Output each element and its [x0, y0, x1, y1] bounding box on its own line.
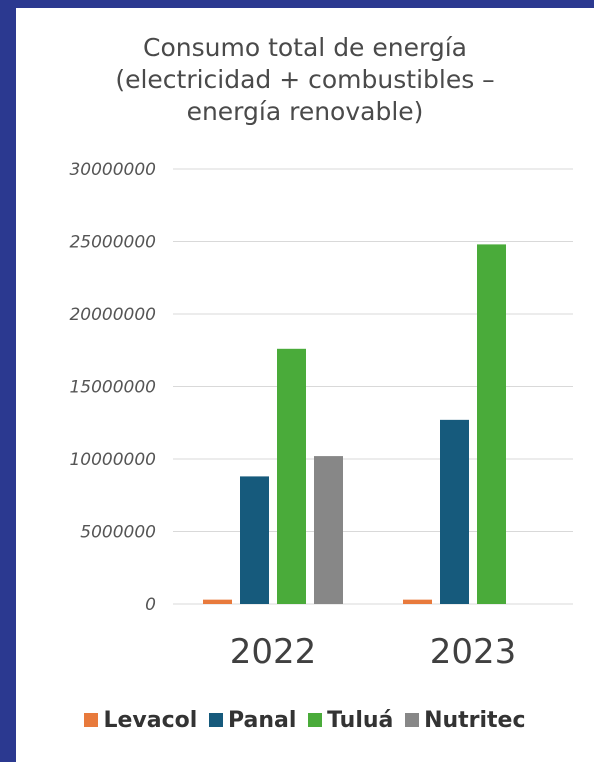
legend-label-levacol: Levacol — [103, 708, 198, 733]
legend-item-panal: Panal — [208, 708, 297, 733]
legend-swatch-panal — [208, 713, 223, 727]
y-tick-label: 5000000 — [80, 523, 156, 543]
legend-swatch-tulua — [308, 713, 323, 727]
legend-label-nutritec: Nutritec — [424, 708, 526, 733]
chart-title-line-3: energía renovable) — [186, 97, 424, 126]
bar-levacol-2023 — [403, 599, 432, 604]
y-axis-tick-labels: 0 5000000 10000000 15000000 20000000 25000000… — [69, 160, 156, 615]
legend-item-tulua: Tuluá — [308, 708, 393, 733]
y-tick-label: 15000000 — [69, 378, 156, 398]
bars — [203, 244, 506, 604]
y-tick-label: 10000000 — [69, 450, 156, 470]
x-tick-label: 2023 — [430, 632, 517, 672]
legend-item-nutritec: Nutritec — [405, 708, 526, 733]
bar-tulua-2022 — [277, 348, 306, 604]
x-tick-label: 2022 — [230, 632, 317, 672]
legend-label-panal: Panal — [227, 708, 297, 733]
y-tick-label: 30000000 — [69, 160, 156, 180]
gridlines — [173, 168, 573, 605]
legend: Levacol Panal Tuluá Nutritec — [16, 708, 594, 733]
bar-nutritec-2022 — [314, 456, 343, 604]
y-tick-label: 0 — [145, 595, 156, 615]
bar-chart: 0 5000000 10000000 15000000 20000000 25000000… — [69, 160, 573, 672]
bar-panal-2022 — [240, 476, 269, 604]
legend-swatch-nutritec — [405, 713, 420, 727]
chart-card: Consumo total de energía (electricidad +… — [16, 8, 594, 762]
legend-label-tulua: Tuluá — [327, 708, 394, 733]
x-axis-tick-labels: 2022 2023 — [230, 632, 517, 672]
bar-tulua-2023 — [477, 244, 506, 604]
bar-levacol-2022 — [203, 599, 232, 604]
bar-panal-2023 — [440, 419, 469, 604]
y-tick-label: 20000000 — [69, 305, 156, 325]
y-tick-label: 25000000 — [69, 233, 156, 253]
legend-item-levacol: Levacol — [84, 708, 197, 733]
chart-title-line-2: (electricidad + combustibles – — [115, 65, 495, 94]
chart-title-line-1: Consumo total de energía — [143, 33, 467, 62]
legend-swatch-levacol — [84, 713, 99, 727]
chart-title: Consumo total de energía (electricidad +… — [16, 32, 594, 128]
